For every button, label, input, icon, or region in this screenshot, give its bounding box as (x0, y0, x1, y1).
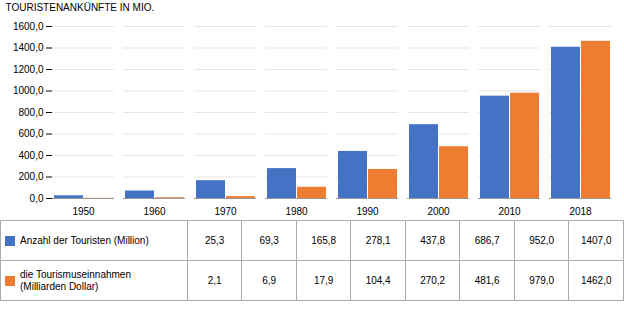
svg-text:1600,0: 1600,0 (13, 21, 44, 32)
html-text:1462,0: 1462,0 (580, 275, 612, 286)
html-text:270,2: 270,2 (420, 275, 446, 286)
html-text:die Tourismuseinnahmen: die Tourismuseinnahmen (20, 268, 131, 280)
svg-text:1200,0: 1200,0 (13, 64, 44, 75)
html-text:104,4: 104,4 (365, 275, 391, 286)
svg-text:2010: 2010 (498, 206, 521, 217)
html-text:979,0: 979,0 (529, 275, 555, 286)
svg-text:200,0: 200,0 (18, 171, 43, 182)
html-text:17,9: 17,9 (313, 275, 334, 286)
svg-text:1980: 1980 (285, 206, 308, 217)
svg-text:0,0: 0,0 (30, 193, 44, 204)
html-text:1407,0: 1407,0 (580, 235, 612, 246)
svg-text:1400,0: 1400,0 (13, 42, 44, 53)
html-text:69,3: 69,3 (259, 235, 279, 246)
html-text:25,3: 25,3 (204, 235, 225, 246)
html-text:2,1: 2,1 (207, 275, 222, 286)
html-text:437,8: 437,8 (420, 235, 446, 246)
svg-text:600,0: 600,0 (18, 128, 43, 139)
html-text:278,1: 278,1 (365, 235, 391, 246)
html-text:165,8: 165,8 (311, 235, 337, 246)
svg-text:2000: 2000 (427, 206, 450, 217)
svg-text:TOURISTENANKÜNFTE IN MIO.: TOURISTENANKÜNFTE IN MIO. (6, 2, 155, 13)
svg-text:800,0: 800,0 (18, 107, 43, 118)
html-text:686,7: 686,7 (474, 235, 500, 246)
html-text:481,6: 481,6 (474, 275, 500, 286)
svg-text:1950: 1950 (72, 206, 95, 217)
html-text:6,9: 6,9 (262, 275, 277, 286)
svg-text:400,0: 400,0 (18, 150, 43, 161)
html-text:952,0: 952,0 (529, 235, 555, 246)
html-text:Anzahl der Touristen (Million): Anzahl der Touristen (Million) (20, 234, 149, 246)
svg-text:1000,0: 1000,0 (13, 85, 44, 96)
svg-text:1960: 1960 (143, 206, 166, 217)
svg-text:2018: 2018 (569, 206, 592, 217)
html-text:(Milliarden Dollar): (Milliarden Dollar) (20, 280, 99, 292)
svg-text:1990: 1990 (356, 206, 379, 217)
svg-text:1970: 1970 (214, 206, 237, 217)
